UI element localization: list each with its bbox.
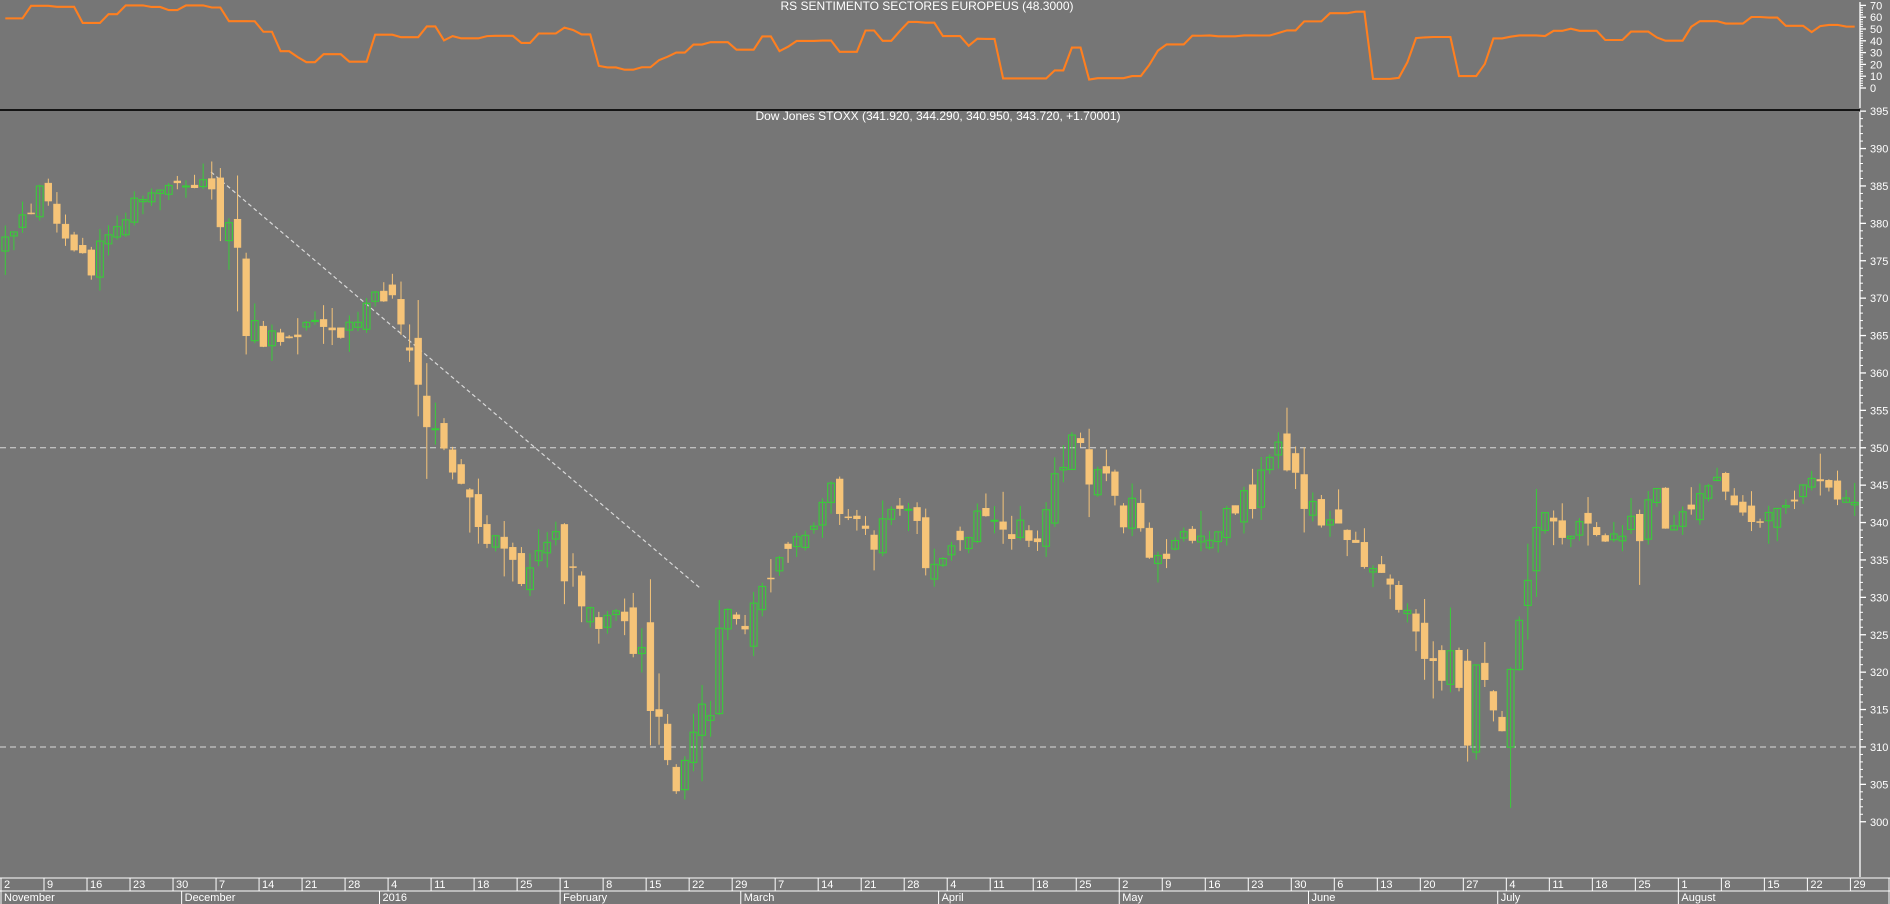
svg-text:February: February xyxy=(563,892,608,904)
svg-text:29: 29 xyxy=(1853,879,1865,891)
svg-text:June: June xyxy=(1311,892,1335,904)
svg-text:30: 30 xyxy=(1870,48,1882,60)
svg-text:320: 320 xyxy=(1870,667,1888,679)
svg-text:RS SENTIMENTO SECTORES EUROPEU: RS SENTIMENTO SECTORES EUROPEUS (48.3000… xyxy=(781,0,1074,13)
svg-text:April: April xyxy=(942,892,964,904)
svg-text:7: 7 xyxy=(219,879,225,891)
svg-text:December: December xyxy=(185,892,236,904)
svg-text:9: 9 xyxy=(1165,879,1171,891)
svg-text:6: 6 xyxy=(1337,879,1343,891)
svg-text:4: 4 xyxy=(391,879,397,891)
svg-text:375: 375 xyxy=(1870,256,1888,268)
svg-text:16: 16 xyxy=(90,879,102,891)
svg-text:30: 30 xyxy=(1294,879,1306,891)
svg-text:310: 310 xyxy=(1870,742,1888,754)
svg-text:16: 16 xyxy=(1208,879,1220,891)
svg-text:8: 8 xyxy=(1724,879,1730,891)
svg-text:25: 25 xyxy=(1079,879,1091,891)
svg-text:9: 9 xyxy=(47,879,53,891)
svg-text:July: July xyxy=(1501,892,1521,904)
svg-text:15: 15 xyxy=(649,879,661,891)
svg-text:4: 4 xyxy=(950,879,956,891)
svg-text:7: 7 xyxy=(778,879,784,891)
svg-text:18: 18 xyxy=(1595,879,1607,891)
svg-text:355: 355 xyxy=(1870,405,1888,417)
svg-text:305: 305 xyxy=(1870,779,1888,791)
svg-text:8: 8 xyxy=(606,879,612,891)
svg-text:August: August xyxy=(1681,892,1715,904)
svg-text:70: 70 xyxy=(1870,0,1882,12)
svg-text:60: 60 xyxy=(1870,12,1882,24)
svg-text:385: 385 xyxy=(1870,181,1888,193)
svg-text:27: 27 xyxy=(1466,879,1478,891)
svg-text:395: 395 xyxy=(1870,106,1888,118)
svg-text:18: 18 xyxy=(477,879,489,891)
svg-text:11: 11 xyxy=(1552,879,1563,891)
svg-text:1: 1 xyxy=(563,879,569,891)
svg-text:13: 13 xyxy=(1380,879,1392,891)
svg-text:25: 25 xyxy=(520,879,532,891)
svg-text:360: 360 xyxy=(1870,368,1888,380)
svg-text:11: 11 xyxy=(434,879,445,891)
svg-text:365: 365 xyxy=(1870,331,1888,343)
svg-text:25: 25 xyxy=(1638,879,1650,891)
svg-text:23: 23 xyxy=(1251,879,1263,891)
svg-text:10: 10 xyxy=(1870,71,1882,83)
svg-text:1: 1 xyxy=(1681,879,1687,891)
svg-text:2: 2 xyxy=(4,879,10,891)
svg-text:0: 0 xyxy=(1870,83,1876,95)
svg-text:14: 14 xyxy=(821,879,833,891)
svg-text:14: 14 xyxy=(262,879,274,891)
svg-text:4: 4 xyxy=(1509,879,1515,891)
svg-text:350: 350 xyxy=(1870,443,1888,455)
svg-text:21: 21 xyxy=(305,879,317,891)
svg-text:29: 29 xyxy=(735,879,747,891)
svg-text:380: 380 xyxy=(1870,218,1888,230)
svg-text:23: 23 xyxy=(133,879,145,891)
svg-text:345: 345 xyxy=(1870,480,1888,492)
svg-text:28: 28 xyxy=(907,879,919,891)
svg-text:18: 18 xyxy=(1036,879,1048,891)
svg-text:21: 21 xyxy=(864,879,876,891)
svg-text:2016: 2016 xyxy=(382,892,406,904)
svg-text:50: 50 xyxy=(1870,24,1882,36)
svg-text:2: 2 xyxy=(1122,879,1128,891)
svg-text:335: 335 xyxy=(1870,555,1888,567)
svg-text:20: 20 xyxy=(1870,59,1882,71)
svg-text:40: 40 xyxy=(1870,36,1882,48)
svg-text:340: 340 xyxy=(1870,518,1888,530)
svg-text:March: March xyxy=(744,892,775,904)
svg-text:370: 370 xyxy=(1870,293,1888,305)
svg-text:390: 390 xyxy=(1870,144,1888,156)
svg-text:22: 22 xyxy=(1810,879,1822,891)
svg-text:Dow Jones STOXX (341.920, 344: Dow Jones STOXX (341.920, 344.290, 340.9… xyxy=(755,109,1120,123)
svg-text:11: 11 xyxy=(993,879,1004,891)
svg-text:22: 22 xyxy=(692,879,704,891)
svg-text:November: November xyxy=(4,892,55,904)
svg-text:28: 28 xyxy=(348,879,360,891)
svg-text:325: 325 xyxy=(1870,630,1888,642)
svg-text:30: 30 xyxy=(176,879,188,891)
svg-text:300: 300 xyxy=(1870,817,1888,829)
svg-text:315: 315 xyxy=(1870,705,1888,717)
svg-text:20: 20 xyxy=(1423,879,1435,891)
svg-text:May: May xyxy=(1122,892,1143,904)
svg-text:330: 330 xyxy=(1870,592,1888,604)
svg-text:15: 15 xyxy=(1767,879,1779,891)
